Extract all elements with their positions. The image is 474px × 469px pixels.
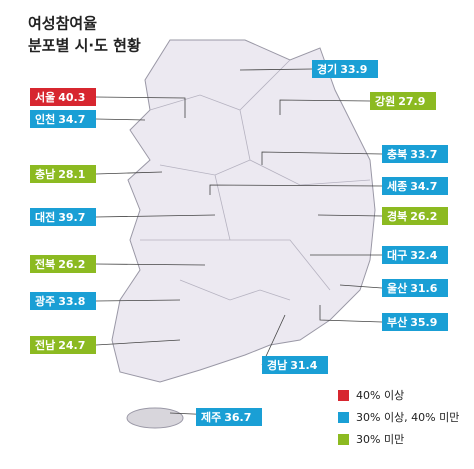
region-value: 34.7 (410, 180, 437, 193)
region-box (30, 110, 96, 128)
region-value: 34.7 (58, 113, 85, 126)
region-value: 33.8 (58, 295, 85, 308)
leader-line (95, 118, 146, 121)
leader-line (261, 151, 383, 165)
legend-swatch (338, 412, 349, 423)
mainland (111, 39, 376, 383)
region-value: 35.9 (410, 316, 437, 329)
region-label: 충북 33.7 (387, 147, 437, 161)
region-box (382, 246, 448, 264)
region-name: 경북 (387, 209, 407, 223)
title-line-1: 여성참여율 (28, 15, 97, 33)
region-box (382, 177, 448, 195)
leader-line (319, 305, 383, 323)
region-box (382, 145, 448, 163)
legend-label: 30% 이상, 40% 미만 (356, 411, 459, 424)
region-label: 전남 24.7 (35, 338, 85, 352)
region-box (196, 408, 262, 426)
region-label: 울산 31.6 (387, 281, 438, 295)
region-label: 제주 36.7 (201, 410, 251, 424)
region-label: 광주 33.8 (35, 295, 85, 308)
region-name: 광주 (35, 295, 55, 308)
region-name: 강원 (375, 94, 395, 108)
region-value: 39.7 (58, 211, 85, 224)
legend-swatch (338, 390, 349, 401)
region-box (30, 165, 96, 183)
region-label: 대전 39.7 (35, 210, 85, 224)
region-name: 서울 (35, 90, 55, 104)
region-name: 경남 (267, 358, 287, 372)
region-label: 인천 34.7 (35, 112, 85, 126)
leader-line (209, 184, 383, 195)
region-value: 28.1 (58, 168, 85, 181)
region-name: 경기 (317, 62, 337, 76)
title-line-2: 분포별 시·도 현황 (28, 37, 141, 55)
leader-line (339, 284, 383, 289)
region-box (30, 255, 96, 273)
region-box (262, 356, 328, 374)
region-box (382, 313, 448, 331)
region-name: 대전 (35, 210, 55, 224)
leader-line (95, 171, 163, 175)
region-value: 32.4 (410, 249, 437, 262)
region-value: 40.3 (58, 91, 85, 104)
region-label: 세종 34.7 (387, 179, 437, 193)
region-value: 33.9 (340, 63, 367, 76)
region-label: 전북 26.2 (35, 257, 85, 271)
province-borders (140, 59, 371, 301)
leader-line (95, 299, 181, 302)
region-box (30, 336, 96, 354)
legend: 40% 이상 30% 이상, 40% 미만 30% 미만 (338, 389, 459, 446)
region-name: 제주 (201, 410, 221, 424)
region-value: 24.7 (58, 339, 85, 352)
region-value: 27.9 (398, 95, 425, 108)
region-value: 31.4 (290, 359, 317, 372)
legend-label: 30% 미만 (356, 433, 404, 446)
leader-line (317, 214, 383, 217)
jeju-island (126, 407, 184, 429)
region-name: 부산 (387, 315, 407, 329)
region-name: 충남 (35, 167, 55, 181)
region-value: 26.2 (410, 210, 437, 223)
region-box (382, 207, 448, 225)
region-label: 경기 33.9 (317, 62, 367, 76)
region-box (312, 60, 378, 78)
region-label: 부산 35.9 (387, 315, 437, 329)
leader-line (95, 214, 216, 218)
leader-line (239, 68, 313, 71)
leader-line (95, 96, 186, 118)
region-box (382, 279, 448, 297)
region-box (370, 92, 436, 110)
region-box (30, 292, 96, 310)
region-box (30, 208, 96, 226)
leader-line (95, 263, 206, 266)
region-name: 인천 (35, 112, 55, 126)
region-name: 전북 (35, 257, 55, 271)
region-name: 대구 (387, 248, 407, 262)
region-label: 서울 40.3 (35, 90, 85, 104)
region-label: 경남 31.4 (267, 358, 318, 372)
region-value: 36.7 (224, 411, 251, 424)
region-label: 대구 32.4 (387, 248, 438, 262)
leader-line (279, 99, 371, 115)
region-labels: 경기 33.9서울 40.3인천 34.7강원 27.9충북 33.7충남 28.1세종 34… (30, 60, 448, 426)
region-label: 경북 26.2 (387, 209, 437, 223)
region-name: 충북 (387, 147, 407, 161)
region-box (30, 88, 96, 106)
region-name: 울산 (387, 281, 407, 295)
leader-line (95, 339, 181, 346)
region-label: 강원 27.9 (375, 94, 425, 108)
legend-label: 40% 이상 (356, 389, 404, 402)
region-name: 전남 (35, 338, 55, 352)
region-value: 31.6 (410, 282, 437, 295)
region-value: 33.7 (410, 148, 437, 161)
legend-swatch (338, 434, 349, 445)
region-value: 26.2 (58, 258, 85, 271)
region-label: 충남 28.1 (35, 167, 85, 181)
region-name: 세종 (387, 179, 407, 193)
